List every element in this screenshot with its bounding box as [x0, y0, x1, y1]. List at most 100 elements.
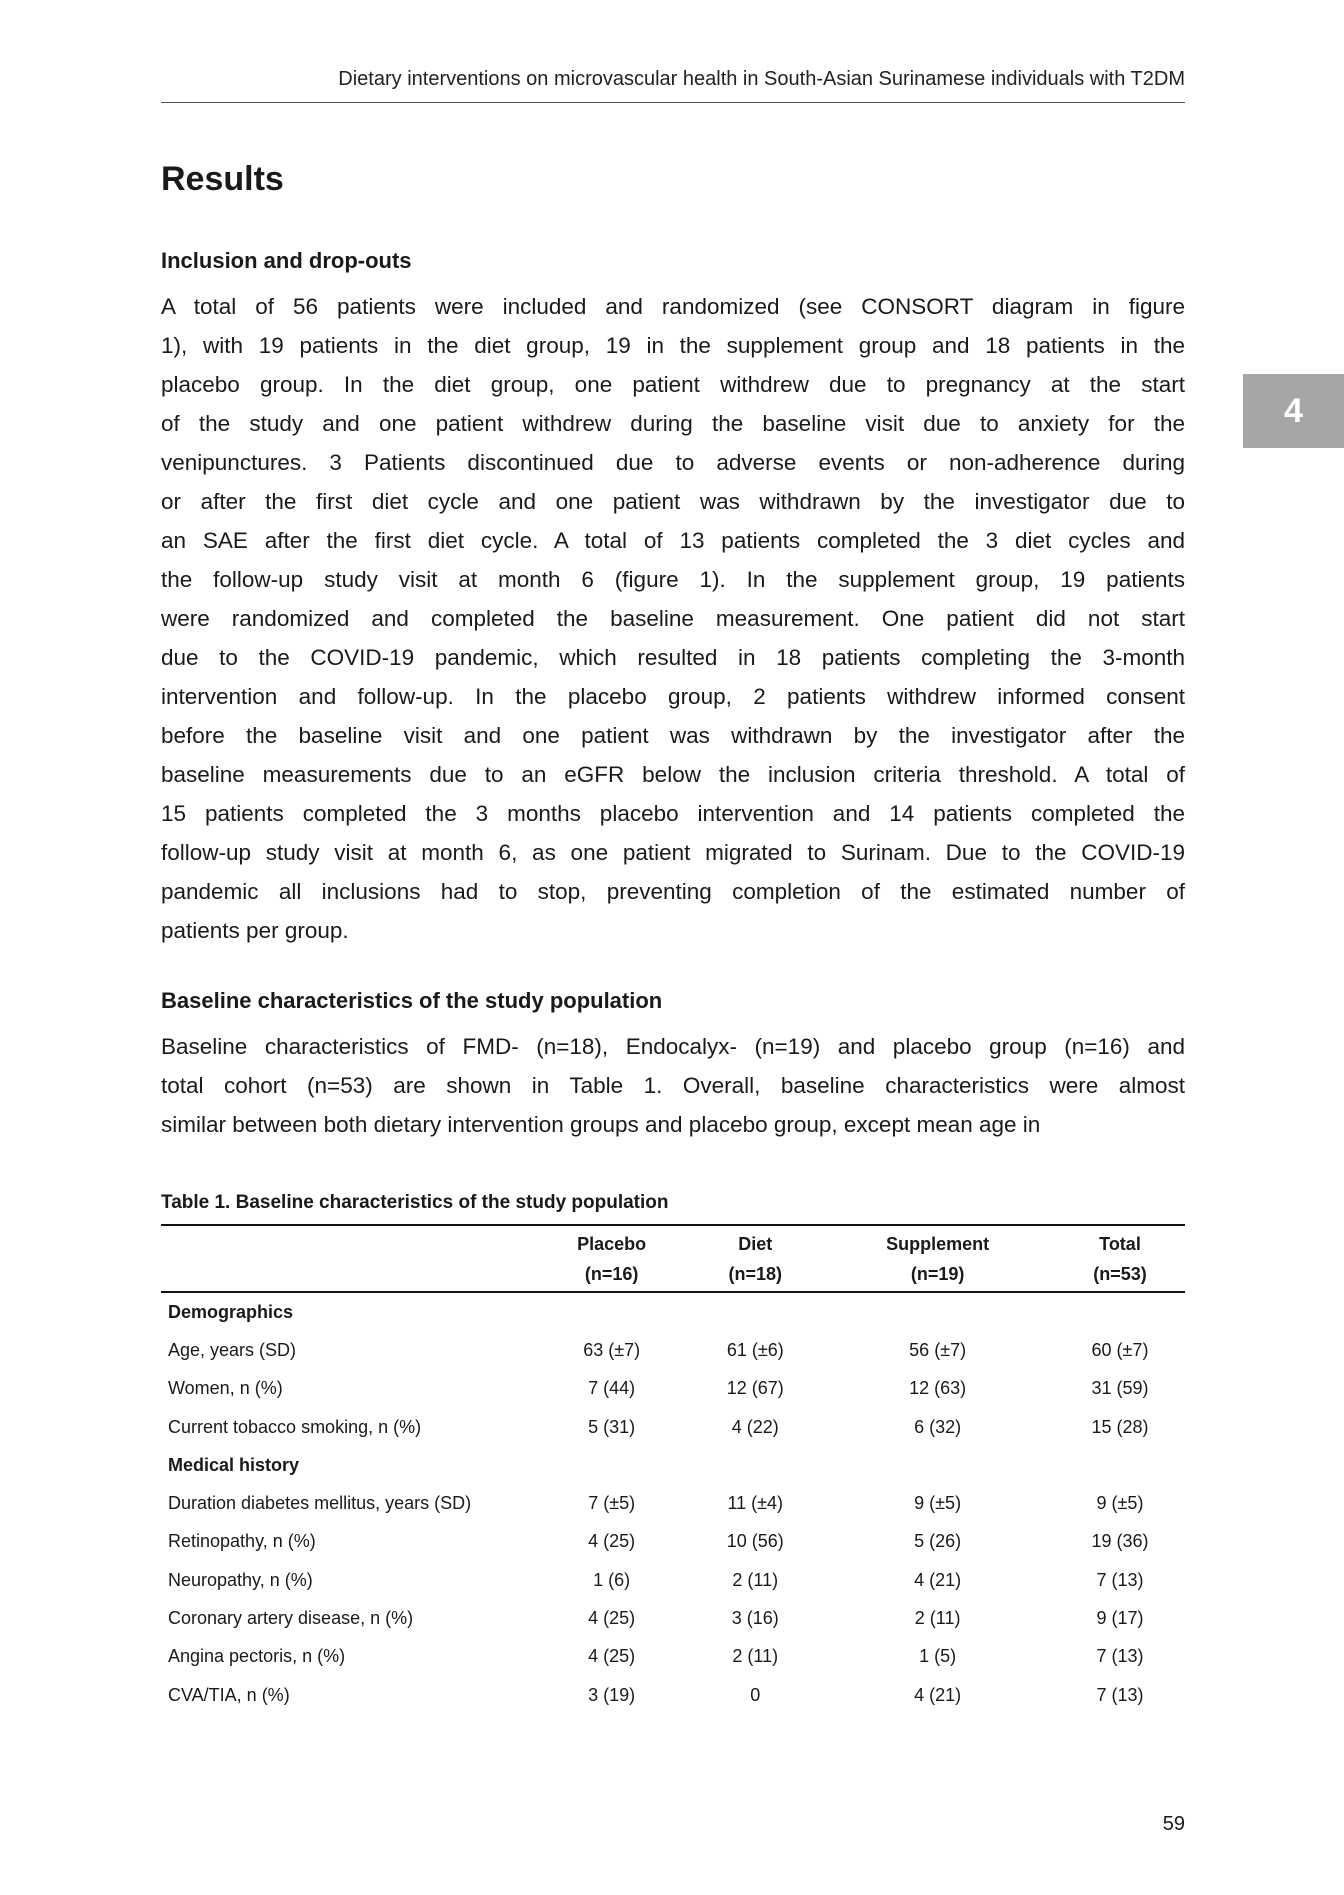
col-header-supplement: Supplement	[886, 1233, 990, 1254]
page-number: 59	[1162, 1813, 1185, 1835]
cell-value: 7 (13)	[1096, 1684, 1144, 1705]
cell-value: 0	[750, 1684, 761, 1705]
text-line: pandemic all inclusions had to stop, pre…	[161, 879, 1185, 904]
cell-value: 61 (±6)	[726, 1339, 784, 1360]
cell-value: 9 (±5)	[914, 1493, 962, 1514]
cell-value: 4 (25)	[588, 1608, 636, 1629]
baseline-table: Placebo Diet Supplement Total (n=16) (n=…	[161, 1229, 1185, 1714]
text-line: A total of 56 patients were included and…	[161, 294, 1185, 319]
col-header-placebo: Placebo	[577, 1233, 647, 1254]
cell-value: 5 (31)	[588, 1416, 636, 1437]
text-line: of the study and one patient withdrew du…	[161, 411, 1185, 436]
cell-value: 7 (13)	[1096, 1646, 1144, 1667]
row-label: Age, years (SD)	[168, 1339, 297, 1360]
paragraph-inclusion: A total of 56 patients were included and…	[161, 287, 1185, 950]
cell-value: 15 (28)	[1091, 1416, 1149, 1437]
text-line: venipunctures. 3 Patients discontinued d…	[161, 450, 1185, 475]
table-row: Current tobacco smoking, n (%) 5 (31) 4 (2…	[161, 1408, 1185, 1446]
text-line: follow-up study visit at month 6, as one…	[161, 840, 1185, 865]
row-label: Angina pectoris, n (%)	[168, 1646, 346, 1667]
table-row: Women, n (%) 7 (44) 12 (67) 12 (63) 31 (59)	[161, 1370, 1185, 1408]
section-label: Medical history	[168, 1454, 300, 1475]
row-label: Coronary artery disease, n (%)	[168, 1608, 414, 1629]
cell-value: 3 (19)	[588, 1684, 636, 1705]
text-line: intervention and follow-up. In the place…	[161, 684, 1185, 709]
table-header-rule	[161, 1291, 1185, 1293]
cell-value: 12 (63)	[909, 1378, 967, 1399]
text-line: an SAE after the first diet cycle. A tot…	[161, 528, 1185, 553]
cell-value: 2 (11)	[732, 1646, 779, 1667]
row-label: Retinopathy, n (%)	[168, 1531, 316, 1552]
cell-value: 4 (25)	[588, 1646, 636, 1667]
text-line: before the baseline visit and one patien…	[161, 723, 1185, 748]
subsection-heading-inclusion: Inclusion and drop-outs	[161, 248, 412, 273]
table-row: Duration diabetes mellitus, years (SD) 7 …	[161, 1484, 1185, 1522]
text-line: 1), with 19 patients in the diet group, …	[161, 333, 1185, 358]
header-empty	[161, 1229, 533, 1259]
cell-value: 3 (16)	[731, 1608, 779, 1629]
row-label: CVA/TIA, n (%)	[168, 1684, 290, 1705]
text-line: or after the first diet cycle and one pa…	[161, 489, 1185, 514]
header-divider	[161, 102, 1185, 103]
subsection-heading-baseline: Baseline characteristics of the study po…	[161, 988, 663, 1013]
chapter-tab: 4	[1243, 374, 1344, 448]
table-row: Age, years (SD) 63 (±7) 61 (±6) 56 (±7) 60 (…	[161, 1331, 1185, 1369]
table-section-row: Medical history	[161, 1446, 1185, 1484]
cell-value: 56 (±7)	[909, 1339, 967, 1360]
cell-value: 11 (±4)	[727, 1493, 784, 1514]
table-row: Coronary artery disease, n (%) 4 (25) 3 (1…	[161, 1599, 1185, 1637]
cell-value: 63 (±7)	[583, 1339, 641, 1360]
text-line: 15 patients completed the 3 months place…	[161, 801, 1185, 826]
table-top-rule	[161, 1224, 1185, 1226]
cell-value: 7 (±5)	[588, 1493, 636, 1514]
running-head: Dietary interventions on microvascular h…	[338, 68, 1185, 90]
row-label: Women, n (%)	[168, 1378, 283, 1399]
text-line: the follow-up study visit at month 6 (fi…	[161, 567, 1185, 592]
cell-value: 60 (±7)	[1091, 1339, 1149, 1360]
row-label: Duration diabetes mellitus, years (SD)	[168, 1493, 472, 1514]
cell-value: 4 (22)	[731, 1416, 779, 1437]
cell-value: 6 (32)	[914, 1416, 962, 1437]
text-line: baseline measurements due to an eGFR bel…	[161, 762, 1185, 787]
cell-value: 4 (21)	[914, 1684, 962, 1705]
cell-value: 4 (25)	[588, 1531, 636, 1552]
header-empty	[161, 1259, 533, 1289]
col-header-total: Total	[1099, 1233, 1141, 1254]
col-n-total: (n=53)	[1093, 1263, 1147, 1284]
text-line: Baseline characteristics of FMD- (n=18),…	[161, 1034, 1185, 1059]
cell-value: 4 (21)	[914, 1569, 962, 1590]
text-line: similar between both dietary interventio…	[161, 1112, 1041, 1137]
cell-value: 1 (6)	[593, 1569, 631, 1590]
text-line: total cohort (n=53) are shown in Table 1…	[161, 1073, 1185, 1098]
table-section-row: Demographics	[161, 1293, 1185, 1331]
cell-value: 2 (11)	[732, 1569, 779, 1590]
cell-value: 7 (13)	[1096, 1569, 1144, 1590]
text-line: due to the COVID-19 pandemic, which resu…	[161, 645, 1185, 670]
table-row: Neuropathy, n (%) 1 (6) 2 (11) 4 (21) 7 (13)	[161, 1561, 1185, 1599]
text-line: were randomized and completed the baseli…	[161, 606, 1185, 631]
text-line: placebo group. In the diet group, one pa…	[161, 372, 1185, 397]
col-n-supplement: (n=19)	[910, 1263, 965, 1284]
cell-value: 9 (±5)	[1096, 1493, 1144, 1514]
section-title: Results	[161, 160, 284, 198]
row-label: Neuropathy, n (%)	[168, 1569, 313, 1590]
cell-value: 2 (11)	[914, 1608, 961, 1629]
col-header-diet: Diet	[738, 1233, 773, 1254]
cell-value: 7 (44)	[588, 1378, 636, 1399]
cell-value: 1 (5)	[919, 1646, 957, 1667]
cell-value: 9 (17)	[1096, 1608, 1144, 1629]
col-n-diet: (n=18)	[728, 1263, 783, 1284]
col-n-placebo: (n=16)	[584, 1263, 639, 1284]
text-line: patients per group.	[161, 918, 349, 943]
row-label: Current tobacco smoking, n (%)	[168, 1416, 422, 1437]
cell-value: 12 (67)	[726, 1378, 784, 1399]
cell-value: 19 (36)	[1091, 1531, 1149, 1552]
paragraph-baseline: Baseline characteristics of FMD- (n=18),…	[161, 1027, 1185, 1144]
table-row: Retinopathy, n (%) 4 (25) 10 (56) 5 (26) 19 …	[161, 1523, 1185, 1561]
table-row: Angina pectoris, n (%) 4 (25) 2 (11) 1 (5) 7…	[161, 1638, 1185, 1676]
table-row: CVA/TIA, n (%) 3 (19) 0 4 (21) 7 (13)	[161, 1676, 1185, 1714]
cell-value: 5 (26)	[914, 1531, 962, 1552]
table-title: Table 1. Baseline characteristics of the…	[161, 1192, 669, 1213]
cell-value: 31 (59)	[1091, 1378, 1149, 1399]
cell-value: 10 (56)	[726, 1531, 784, 1552]
